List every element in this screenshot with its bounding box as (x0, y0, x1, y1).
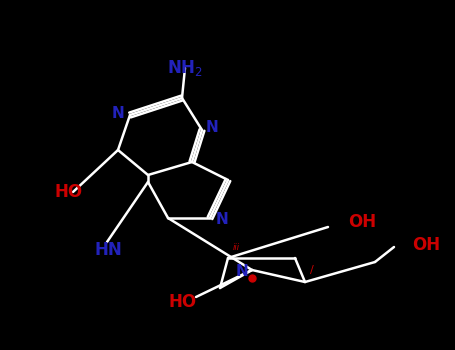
Text: OH: OH (348, 213, 376, 231)
Text: /: / (310, 265, 314, 275)
Text: HO: HO (168, 293, 196, 311)
Text: iii: iii (233, 244, 240, 252)
Text: NH$_2$: NH$_2$ (167, 58, 203, 78)
Text: OH: OH (412, 236, 440, 254)
Text: N: N (206, 120, 218, 135)
Text: N: N (111, 105, 124, 120)
Text: HN: HN (95, 241, 123, 259)
Text: HO: HO (55, 183, 83, 201)
Text: N: N (216, 212, 228, 228)
Text: N: N (236, 265, 248, 280)
